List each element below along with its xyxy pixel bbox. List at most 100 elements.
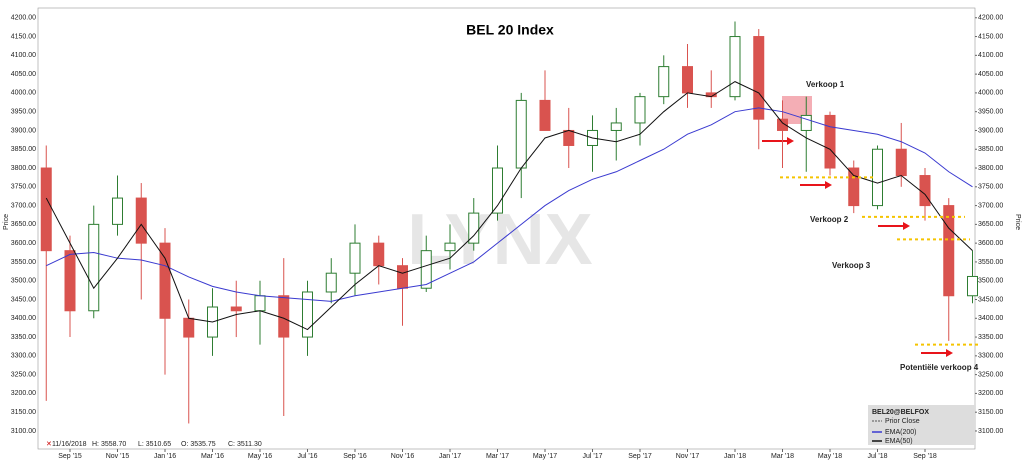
y-tick-label: 3400.00 [11, 315, 36, 322]
candle-body [183, 317, 195, 338]
y-tick-label-right: 3650.00 [978, 221, 1003, 228]
y-tick-label-right: 3300.00 [978, 353, 1003, 360]
y-tick-label-right: 4050.00 [978, 71, 1003, 78]
candle-body [824, 114, 836, 169]
y-tick-label: 3900.00 [11, 127, 36, 134]
y-tick-label-right: 3950.00 [978, 109, 1003, 116]
candle-body [539, 99, 551, 131]
legend-prior: Prior Close [885, 418, 920, 425]
y-tick-label-right: 4000.00 [978, 90, 1003, 97]
x-tick-label: Nov '15 [106, 453, 130, 460]
y-tick-label-right: 3750.00 [978, 184, 1003, 191]
candle-body [967, 275, 978, 297]
y-tick-label: 3650.00 [11, 221, 36, 228]
legend-label: EMA(50) [885, 438, 913, 445]
candle-body [563, 129, 575, 146]
y-tick-label-right: 3850.00 [978, 146, 1003, 153]
annotation: Verkoop 2 [810, 215, 849, 224]
y-tick-label-right: 3350.00 [978, 334, 1003, 341]
candle-body [420, 250, 432, 289]
candle-body [634, 96, 646, 124]
y-tick-label: 3950.00 [11, 109, 36, 116]
x-tick-label: Nov '16 [391, 453, 415, 460]
y-tick-label: 4150.00 [11, 33, 36, 40]
candle-body [943, 205, 955, 297]
candle-body [397, 265, 408, 289]
legend-box [868, 405, 975, 445]
y-tick-label: 3800.00 [11, 165, 36, 172]
x-tick-label: Jul '17 [582, 453, 602, 460]
candle-body [872, 148, 883, 207]
y-tick-label: 4200.00 [11, 15, 36, 22]
y-tick-label: 3550.00 [11, 259, 36, 266]
chart-title: BEL 20 Index [466, 22, 554, 38]
x-tick-label: Jul '18 [867, 453, 887, 460]
candle-body [254, 295, 266, 312]
candle-body [919, 175, 931, 207]
x-tick-label: Jan '16 [154, 453, 176, 460]
candle-body [373, 242, 385, 267]
y-tick-label: 3750.00 [11, 184, 36, 191]
footer-low: L: 3510.65 [138, 441, 171, 448]
x-tick-label: Mar '17 [486, 453, 509, 460]
candle-body [658, 66, 670, 98]
plot-area [37, 7, 976, 450]
y-tick-label: 3150.00 [11, 409, 36, 416]
candle-body [753, 36, 765, 120]
x-tick-label: Sep '17 [628, 453, 652, 460]
ema-line [45, 81, 973, 331]
y-tick-label: 3500.00 [11, 278, 36, 285]
candle-body [492, 167, 503, 214]
y-tick-label: 3200.00 [11, 390, 36, 397]
arrows [762, 137, 953, 357]
y-tick-label: 4050.00 [11, 71, 36, 78]
y-tick-label: 3350.00 [11, 334, 36, 341]
y-axis-label-right: Price [1014, 214, 1021, 230]
candle-body [325, 272, 337, 293]
candle-body [895, 148, 907, 177]
x-tick-label: Sep '18 [913, 453, 937, 460]
y-tick-label: 3250.00 [11, 371, 36, 378]
y-tick-label-right: 3450.00 [978, 296, 1003, 303]
y-tick-label-right: 3100.00 [978, 428, 1003, 435]
candle-body [729, 36, 741, 98]
ema-line [46, 107, 973, 302]
footer-date: 11/16/2018 [52, 441, 87, 448]
candle-body [468, 212, 480, 244]
annotation: Potentiële verkoop 4 [900, 363, 979, 372]
candle-body [135, 197, 147, 244]
candle-body [848, 167, 860, 207]
candle-body [444, 242, 456, 252]
candle-body [777, 118, 788, 131]
y-tick-label: 3850.00 [11, 146, 36, 153]
x-tick-label: Jan '18 [724, 453, 746, 460]
y-tick-label-right: 4200.00 [978, 15, 1003, 22]
y-tick-label: 3100.00 [11, 428, 36, 435]
y-tick-label-right: 3550.00 [978, 259, 1003, 266]
y-tick-label-right: 3600.00 [978, 240, 1003, 247]
y-tick-label-right: 3150.00 [978, 409, 1003, 416]
footer-close: C: 3511.30 [228, 441, 262, 448]
candle-body [40, 167, 52, 252]
y-tick-label-right: 4150.00 [978, 33, 1003, 40]
x-tick-label: Mar '16 [201, 453, 224, 460]
x-tick-label: May '16 [248, 453, 272, 460]
candle-body [278, 295, 290, 338]
y-tick-label-right: 3700.00 [978, 202, 1003, 209]
x-tick-label: Mar '18 [771, 453, 794, 460]
candle-body [349, 242, 361, 274]
y-tick-label: 4000.00 [11, 90, 36, 97]
y-tick-label: 4100.00 [11, 52, 36, 59]
candle-body [515, 99, 527, 169]
y-tick-label-right: 3200.00 [978, 390, 1003, 397]
y-tick-label-right: 3250.00 [978, 371, 1003, 378]
legend-symbol: BEL20@BELFOX [872, 409, 929, 416]
candle-body [112, 197, 123, 225]
y-axis-label: Price [3, 214, 10, 230]
y-tick-label: 3300.00 [11, 353, 36, 360]
x-tick-label: Jul '16 [297, 453, 317, 460]
candle-body [230, 306, 242, 312]
y-tick-label: 3600.00 [11, 240, 36, 247]
candle-body [302, 291, 313, 338]
y-tick-label-right: 3500.00 [978, 278, 1003, 285]
